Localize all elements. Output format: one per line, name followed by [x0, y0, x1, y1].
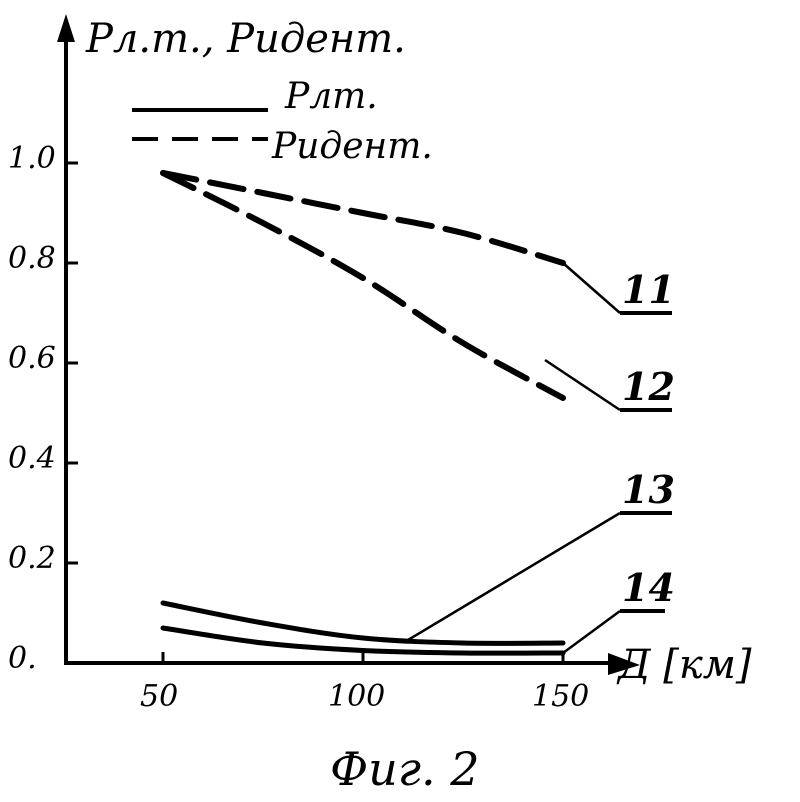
curve-label-11: 11 [622, 267, 675, 312]
y-tick-labels: 0. 0.2 0.4 0.6 0.8 1.0 [8, 141, 56, 676]
y-axis-arrow [57, 14, 75, 42]
y-tick-label: 0. [8, 641, 37, 676]
y-tick-label: 0.4 [8, 441, 56, 476]
y-tick-label: 0.8 [8, 241, 56, 276]
x-axis-label: Д [км] [616, 642, 752, 688]
leader-line-12 [545, 360, 620, 410]
figure-caption: Фиг. 2 [330, 742, 480, 796]
x-tick-label: 150 [532, 679, 589, 714]
series-line-14 [163, 628, 563, 653]
y-tick-label: 1.0 [8, 141, 56, 176]
legend: Pлт. Pидент. [132, 76, 433, 167]
curve-labels: 11 12 13 14 [408, 263, 675, 653]
x-tick-label: 100 [328, 679, 385, 714]
x-tick-labels: 50 100 150 [140, 679, 589, 714]
curve-label-14: 14 [622, 565, 675, 610]
series-layer [163, 173, 563, 653]
series-line-12 [163, 173, 563, 398]
curve-label-12: 12 [622, 364, 675, 409]
legend-label-dashed: Pидент. [271, 126, 433, 167]
x-tick-label: 50 [140, 679, 178, 714]
y-tick-label: 0.6 [8, 341, 56, 376]
leader-line-13 [408, 513, 620, 640]
series-line-11 [163, 173, 563, 263]
y-tick-label: 0.2 [8, 541, 56, 576]
leader-line-11 [563, 263, 620, 313]
leader-line-14 [563, 611, 620, 653]
curve-label-13: 13 [622, 467, 675, 512]
y-axis-label: Pл.т., Pидент. [85, 16, 406, 62]
legend-label-solid: Pлт. [284, 76, 378, 117]
